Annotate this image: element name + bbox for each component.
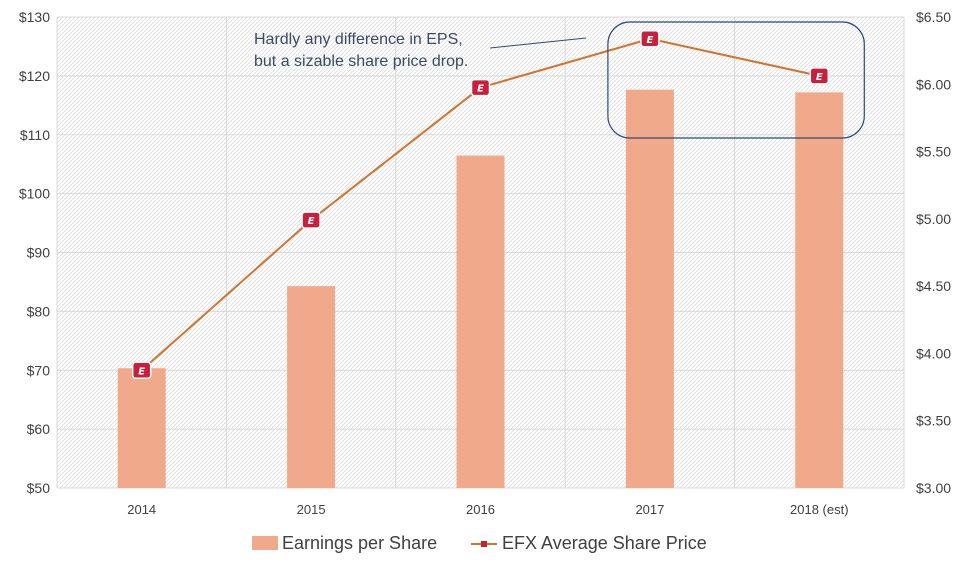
marker-label: E: [138, 366, 145, 377]
marker-badge: [470, 78, 491, 97]
right-tick-label: $6.50: [916, 9, 951, 25]
left-tick-label: $80: [27, 303, 51, 319]
legend: Earnings per Share EFX Average Share Pri…: [252, 533, 707, 553]
left-axis: $50 $60 $70 $80 $90 $100 $110 $120 $130: [19, 9, 50, 496]
right-tick-label: $4.00: [916, 345, 951, 361]
line-point-marker: E: [640, 30, 660, 48]
left-tick-label: $130: [19, 9, 50, 25]
annotation-leader-line: [489, 37, 587, 49]
line-point-marker: E: [301, 211, 321, 229]
left-tick-label: $90: [27, 245, 51, 261]
left-tick-label: $70: [27, 362, 51, 378]
right-tick-label: $6.00: [916, 76, 951, 92]
marker-label: E: [308, 216, 315, 227]
legend-swatch-earnings-per-share: [252, 536, 278, 550]
annotation-text-line-2: but a sizable share price drop.: [254, 53, 468, 70]
bar: [117, 368, 166, 488]
x-tick-label: 2018 (est): [790, 502, 849, 517]
marker-badge: [301, 211, 321, 229]
marker-badge: [640, 30, 660, 48]
bar-series-earnings-per-share: [117, 89, 844, 489]
line-series-share-price: E E E E E: [131, 30, 830, 379]
left-tick-label: $110: [20, 127, 50, 143]
x-tick-label: 2015: [297, 502, 326, 517]
bar: [795, 92, 844, 489]
right-tick-label: $5.50: [916, 144, 951, 160]
marker-badge: [809, 67, 830, 85]
legend-label-share-price: EFX Average Share Price: [502, 533, 707, 553]
right-tick-label: $5.00: [916, 211, 951, 227]
x-tick-label: 2014: [127, 502, 156, 517]
left-tick-label: $120: [19, 68, 50, 84]
left-tick-label: $50: [27, 480, 51, 496]
marker-label: E: [646, 35, 653, 46]
line-point-marker: E: [809, 67, 830, 85]
right-tick-label: $3.50: [916, 413, 951, 429]
right-tick-label: $3.00: [916, 480, 951, 496]
annotation: Hardly any difference in EPS, but a siza…: [254, 21, 865, 139]
marker-label: E: [477, 84, 484, 95]
legend-label-earnings-per-share: Earnings per Share: [282, 533, 437, 553]
marker-label: E: [816, 72, 823, 83]
bar: [456, 155, 505, 488]
x-axis: 2014 2015 2016 2017 2018 (est): [127, 502, 848, 517]
x-tick-label: 2016: [466, 502, 495, 517]
right-axis: $3.00 $3.50 $4.00 $4.50 $5.00 $5.50 $6.00 $6.50: [916, 9, 951, 496]
left-tick-label: $60: [27, 421, 51, 437]
line-point-marker: E: [131, 361, 152, 379]
annotation-text-line-1: Hardly any difference in EPS,: [254, 31, 463, 48]
legend-marker-share-price: [481, 541, 487, 547]
highlight-box: [607, 21, 865, 139]
bar: [287, 286, 336, 488]
x-tick-label: 2017: [635, 502, 664, 517]
right-tick-label: $4.50: [916, 278, 951, 294]
line-point-marker: E: [470, 78, 491, 97]
left-tick-label: $100: [19, 186, 50, 202]
marker-badge: [131, 361, 152, 379]
bar: [625, 89, 674, 488]
